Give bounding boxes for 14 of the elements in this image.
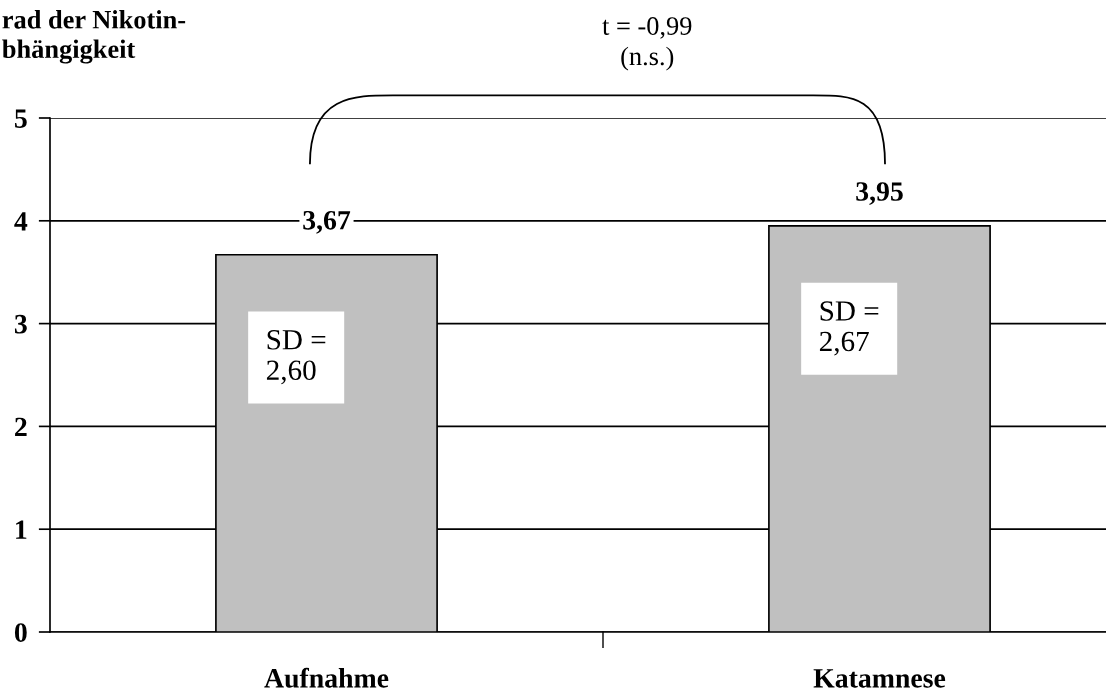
y-tick-label: 5 (15, 109, 27, 128)
annotation: SD = 2,60 (266, 329, 326, 385)
y-tick-label: 1 (16, 520, 27, 539)
y-tick-label: 0 (14, 623, 27, 642)
data-label: 3,95 (856, 182, 903, 205)
x-tick-label: Katamnese (813, 669, 946, 688)
annotation: SD = 2,67 (819, 301, 879, 356)
text: t = -0,99 (n.s.) (602, 17, 692, 71)
x-tick-label: Aufnahme (264, 667, 389, 688)
data-label: 3,67 (303, 210, 351, 234)
y-tick-label: 4 (14, 212, 28, 231)
y-tick-label: 2 (15, 417, 27, 437)
y-axis-title: rad der Nikotin- bhängigkeit (2, 10, 186, 64)
y-tick-label: 3 (14, 314, 27, 334)
